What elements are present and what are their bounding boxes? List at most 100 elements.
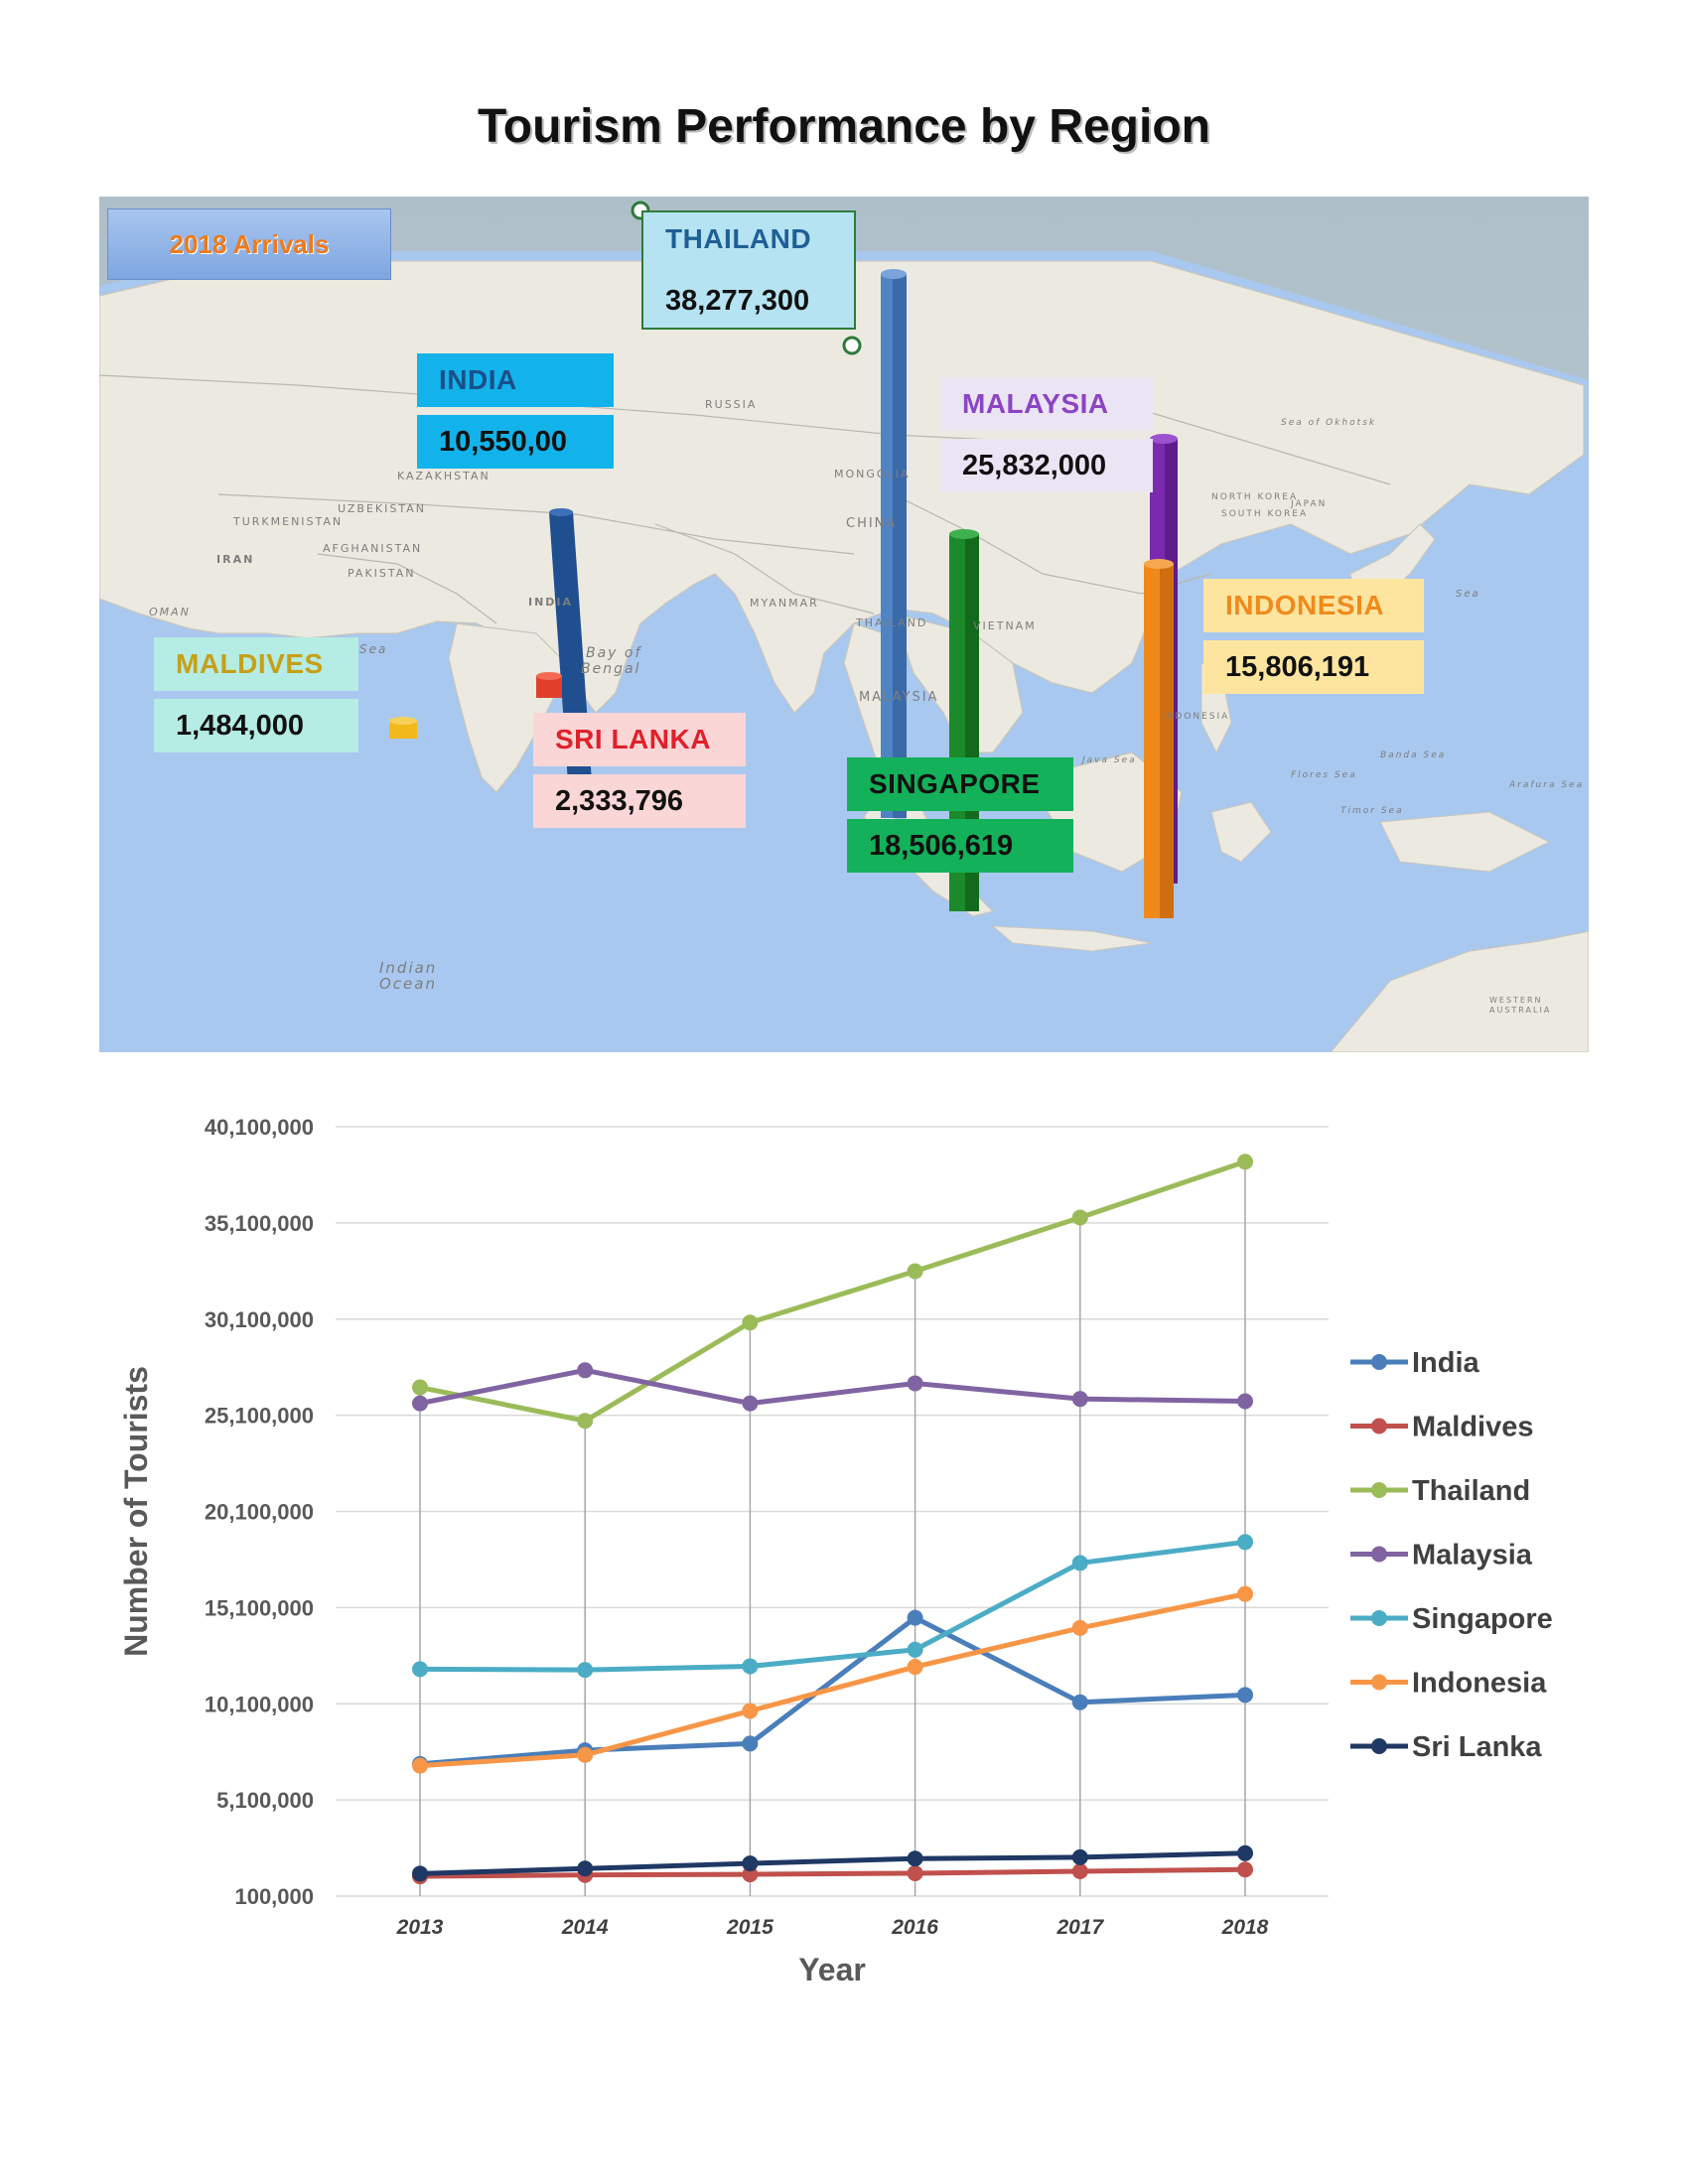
gridlines-horizontal (336, 1126, 1329, 1897)
series-maldives[interactable] (412, 1861, 1253, 1885)
y-tick-label: 15,100,000 (205, 1595, 314, 1620)
callout-singapore[interactable]: SINGAPORE 18,506,619 (847, 757, 1073, 873)
callout-thailand[interactable]: THAILAND 38,277,300 (641, 210, 856, 330)
data-point[interactable] (412, 1757, 428, 1774)
data-point[interactable] (577, 1746, 594, 1763)
data-point[interactable] (1237, 1687, 1253, 1704)
label-pakistan: PAKISTAN (348, 567, 416, 580)
data-point[interactable] (577, 1662, 594, 1679)
data-point[interactable] (1237, 1861, 1253, 1878)
data-point[interactable] (907, 1375, 923, 1392)
data-point[interactable] (1071, 1619, 1088, 1636)
data-point[interactable] (1237, 1154, 1253, 1170)
page-title: Tourism Performance by Region (478, 100, 1210, 153)
data-point[interactable] (1071, 1391, 1088, 1408)
label-north-korea: NORTH KOREA (1211, 492, 1298, 502)
data-point[interactable] (577, 1413, 594, 1430)
data-point[interactable] (907, 1864, 923, 1881)
data-point[interactable] (1237, 1534, 1253, 1551)
series-sri-lanka[interactable] (412, 1844, 1253, 1882)
chart-legend[interactable]: India Maldives Thailand Malaysia Singapore In… (1350, 1347, 1553, 1763)
bar-thailand[interactable] (881, 269, 907, 818)
y-tick-label: 25,100,000 (205, 1404, 314, 1429)
line-chart[interactable]: 100,000 5,100,000 10,100,000 15,100,000 20,1… (0, 1072, 1688, 2025)
place-labels: RUSSIA MONGOLIA CHINA KAZAKHSTAN UZBEKIS… (149, 398, 1582, 1015)
data-point[interactable] (742, 1703, 759, 1719)
series-line (419, 1367, 1246, 1407)
data-point[interactable] (907, 1641, 923, 1658)
series-line (419, 1615, 1246, 1767)
callout-maldives-name: MALDIVES (154, 637, 358, 691)
data-point[interactable] (1071, 1863, 1088, 1880)
legend-item-singapore[interactable]: Singapore (1350, 1603, 1553, 1635)
data-point[interactable] (907, 1263, 923, 1280)
legend-item-maldives[interactable]: Maldives (1350, 1412, 1534, 1443)
data-point[interactable] (742, 1866, 759, 1883)
label-bengal: Bengal (581, 661, 640, 677)
callout-maldives[interactable]: MALDIVES 1,484,000 (154, 637, 358, 752)
x-tick-label: 2016 (891, 1916, 938, 1939)
data-point[interactable] (907, 1659, 923, 1676)
callout-maldives-value: 1,484,000 (154, 699, 358, 752)
label-oman: OMAN (149, 606, 191, 618)
legend-2018-arrivals[interactable]: 2018 Arrivals (107, 208, 391, 280)
legend-item-indonesia[interactable]: Indonesia (1350, 1668, 1547, 1700)
label-indonesia-map: INDONESIA (1162, 712, 1229, 722)
bar-indonesia[interactable] (1144, 559, 1174, 918)
data-point[interactable] (907, 1609, 923, 1626)
series-line (419, 1539, 1246, 1673)
callout-thailand-name: THAILAND (643, 212, 854, 266)
label-western: WESTERN (1489, 996, 1543, 1005)
bar-maldives[interactable] (389, 717, 417, 739)
data-point[interactable] (742, 1855, 759, 1872)
x-tick-label: 2018 (1221, 1916, 1269, 1939)
callout-srilanka-name: SRI LANKA (533, 713, 746, 766)
data-point[interactable] (742, 1658, 759, 1675)
data-point[interactable] (412, 1661, 428, 1678)
legend-marker (1371, 1482, 1387, 1498)
legend-marker (1371, 1674, 1387, 1691)
legend-marker (1371, 1418, 1387, 1434)
legend-item-thailand[interactable]: Thailand (1350, 1475, 1530, 1507)
callout-srilanka-value: 2,333,796 (533, 774, 746, 828)
data-point[interactable] (742, 1735, 759, 1752)
legend-label: India (1412, 1347, 1480, 1379)
data-point[interactable] (742, 1395, 759, 1412)
callout-malaysia[interactable]: MALAYSIA 25,832,000 (940, 377, 1153, 492)
series-malaysia[interactable] (412, 1362, 1253, 1412)
legend-label: Thailand (1412, 1475, 1530, 1507)
data-point[interactable] (1071, 1848, 1088, 1865)
data-point[interactable] (412, 1865, 428, 1882)
callout-india[interactable]: INDIA 10,550,00 (417, 353, 614, 469)
selection-handle-bottom[interactable] (842, 336, 862, 355)
legend-item-malaysia[interactable]: Malaysia (1350, 1540, 1533, 1571)
legend-item-sri-lanka[interactable]: Sri Lanka (1350, 1731, 1542, 1763)
series-indonesia[interactable] (412, 1585, 1253, 1774)
y-axis-label: Number of Tourists (118, 1366, 154, 1657)
label-australia: AUSTRALIA (1489, 1006, 1551, 1015)
callout-indonesia[interactable]: INDONESIA 15,806,191 (1203, 579, 1424, 694)
legend-marker (1371, 1354, 1387, 1370)
data-point[interactable] (1237, 1585, 1253, 1602)
map-panel[interactable]: RUSSIA MONGOLIA CHINA KAZAKHSTAN UZBEKIS… (99, 197, 1589, 1052)
data-point[interactable] (1071, 1209, 1088, 1226)
data-point[interactable] (907, 1850, 923, 1867)
callout-malaysia-name: MALAYSIA (940, 377, 1153, 431)
data-point[interactable] (742, 1314, 759, 1331)
callout-srilanka[interactable]: SRI LANKA 2,333,796 (533, 713, 746, 828)
label-russia: RUSSIA (705, 398, 757, 411)
bar-srilanka[interactable] (536, 672, 562, 698)
data-point[interactable] (577, 1362, 594, 1379)
data-point[interactable] (1071, 1555, 1088, 1571)
data-point[interactable] (1071, 1694, 1088, 1710)
data-point[interactable] (1237, 1844, 1253, 1861)
series-singapore[interactable] (412, 1534, 1253, 1679)
label-mongolia: MONGOLIA (834, 468, 910, 480)
label-flores-sea: Flores Sea (1291, 770, 1357, 780)
data-point[interactable] (412, 1395, 428, 1412)
series-thailand[interactable] (412, 1154, 1253, 1430)
data-point[interactable] (412, 1379, 428, 1396)
data-point[interactable] (577, 1860, 594, 1877)
legend-item-india[interactable]: India (1350, 1347, 1480, 1379)
data-point[interactable] (1237, 1393, 1253, 1410)
